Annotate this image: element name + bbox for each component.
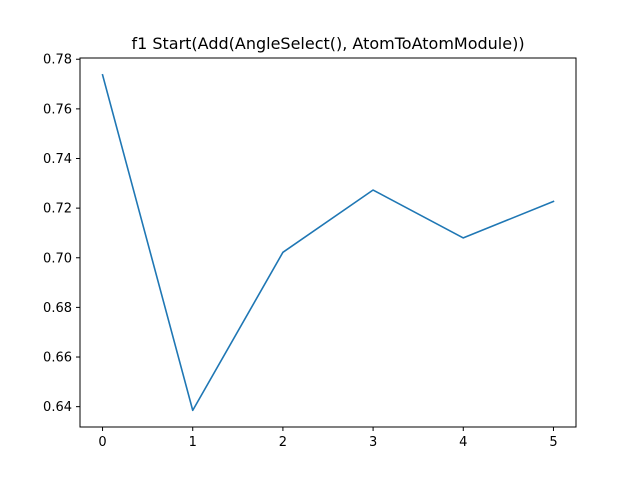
plot-frame	[79, 57, 577, 428]
y-tick-label-5: 0.74	[43, 152, 72, 167]
y-tick-label-7: 0.78	[43, 53, 72, 68]
x-tick-label-0: 0	[98, 435, 106, 450]
x-tick-label-3: 3	[369, 435, 377, 450]
y-tick-label-4: 0.72	[43, 202, 72, 217]
axes: 0 1 2 3 4 5 0.64 0.66 0.68 0.70 0.72 0.74 0.76 0.78	[43, 53, 558, 450]
x-tick-label-4: 4	[459, 435, 467, 450]
x-tick-label-1: 1	[189, 435, 197, 450]
y-tick-label-6: 0.76	[43, 102, 72, 117]
chart-title: f1 Start(Add(AngleSelect(), AtomToAtomMo…	[131, 34, 524, 53]
y-tick-label-0: 0.64	[43, 400, 72, 415]
x-tick-label-5: 5	[549, 435, 557, 450]
x-tick-label-2: 2	[279, 435, 287, 450]
series-line-0	[101, 73, 555, 412]
plot-area	[101, 73, 555, 412]
y-tick-label-2: 0.68	[43, 301, 72, 316]
y-tick-label-3: 0.70	[43, 251, 72, 266]
y-tick-label-1: 0.66	[43, 351, 72, 366]
